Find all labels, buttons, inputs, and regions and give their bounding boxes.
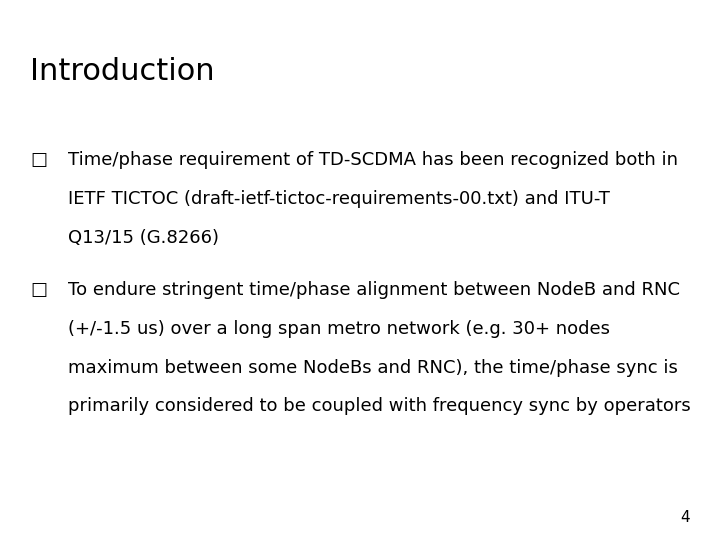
Text: Time/phase requirement of TD-SCDMA has been recognized both in: Time/phase requirement of TD-SCDMA has b… bbox=[68, 151, 678, 169]
Text: maximum between some NodeBs and RNC), the time/phase sync is: maximum between some NodeBs and RNC), th… bbox=[68, 359, 678, 376]
Text: To endure stringent time/phase alignment between NodeB and RNC: To endure stringent time/phase alignment… bbox=[68, 281, 680, 299]
Text: 4: 4 bbox=[680, 510, 690, 525]
Text: Q13/15 (G.8266): Q13/15 (G.8266) bbox=[68, 229, 220, 247]
Text: (+/-1.5 us) over a long span metro network (e.g. 30+ nodes: (+/-1.5 us) over a long span metro netwo… bbox=[68, 320, 611, 338]
Text: □: □ bbox=[30, 151, 48, 169]
Text: primarily considered to be coupled with frequency sync by operators: primarily considered to be coupled with … bbox=[68, 397, 691, 415]
Text: IETF TICTOC (draft-ietf-tictoc-requirements-00.txt) and ITU-T: IETF TICTOC (draft-ietf-tictoc-requireme… bbox=[68, 190, 611, 208]
Text: □: □ bbox=[30, 281, 48, 299]
Text: Introduction: Introduction bbox=[30, 57, 215, 86]
